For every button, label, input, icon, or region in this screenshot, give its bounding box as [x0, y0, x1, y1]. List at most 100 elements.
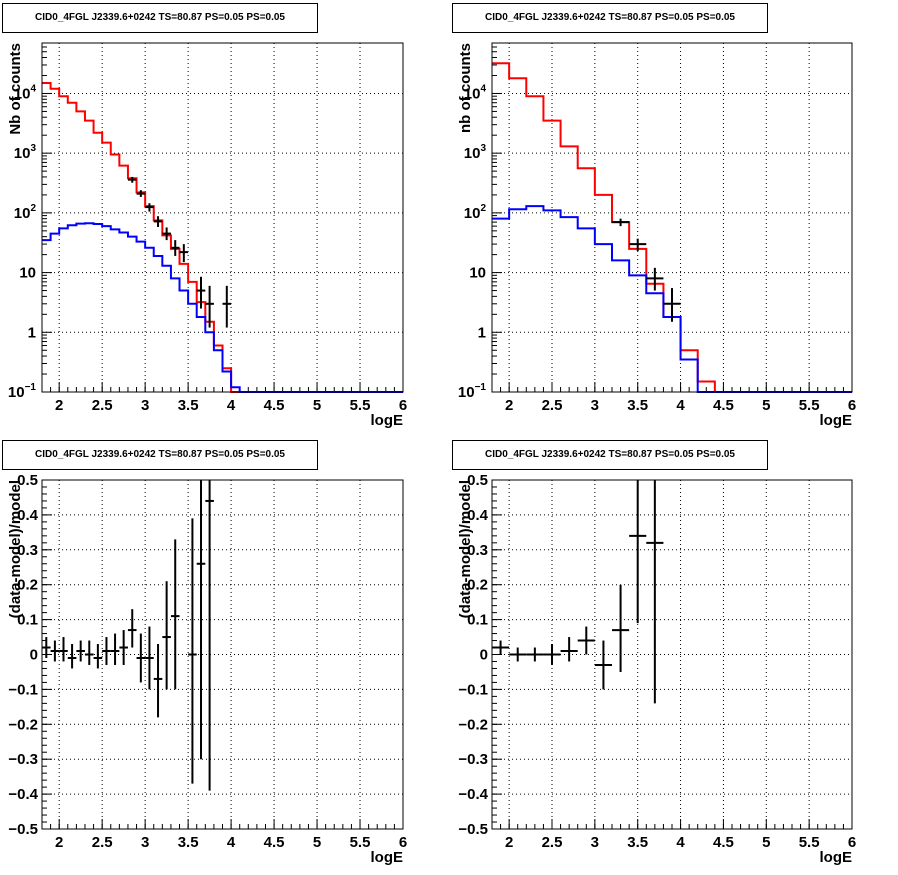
- x-tick-label: 3.5: [627, 834, 648, 851]
- data-point: [42, 637, 51, 658]
- y-axis-label: (data-model)/model: [7, 480, 24, 618]
- data-point: [153, 216, 163, 228]
- panel-4: 2 2.5 3 3.5 4 4.5 5 5.5 6 −0.5 −0.4 −0.3 −0.2 −0.1 0 0.…: [457, 472, 856, 866]
- data-point: [162, 227, 171, 241]
- data-point: [196, 480, 206, 760]
- x-axis-label: logE: [820, 412, 853, 429]
- y-tick-label: 0.2: [467, 577, 488, 594]
- data-point: [509, 647, 527, 662]
- x-tick-label: 3: [141, 834, 149, 851]
- x-tick-label: 5.5: [350, 834, 371, 851]
- y-tick-label: −0.3: [458, 751, 488, 768]
- data-point: [145, 626, 154, 690]
- x-tick-label: 4.5: [713, 397, 734, 414]
- x-tick-label: 6: [399, 834, 407, 851]
- y-axis-label: (data-model)/model: [457, 480, 474, 618]
- y-tick-label: 0.5: [17, 472, 38, 489]
- x-tick-label: 3: [141, 397, 149, 414]
- data-point: [59, 637, 68, 662]
- data-point: [76, 640, 85, 662]
- x-tick-label: 5: [313, 397, 321, 414]
- data-point: [612, 584, 630, 672]
- y-axis-label: nb of counts: [457, 43, 474, 133]
- y-tick-label: 103: [464, 143, 487, 162]
- y-tick-label: 0.4: [467, 507, 489, 524]
- data-point: [127, 609, 137, 648]
- data-point: [629, 480, 647, 624]
- plot-frame: [491, 42, 853, 393]
- data-point: [205, 285, 214, 328]
- y-tick-label: 0: [480, 647, 488, 664]
- x-tick-label: 2: [505, 834, 513, 851]
- data-point: [526, 647, 544, 662]
- y-tick-label: 102: [14, 203, 37, 222]
- data-point: [205, 480, 214, 791]
- data-point: [145, 203, 154, 212]
- x-tick-label: 2.5: [542, 834, 563, 851]
- x-tick-label: 5: [762, 397, 770, 414]
- data-point: [577, 626, 595, 655]
- y-tick-label: −0.5: [458, 821, 488, 838]
- y-tick-label: −0.5: [8, 821, 38, 838]
- x-tick-label: 3.5: [627, 397, 648, 414]
- x-tick-label: 2: [505, 397, 513, 414]
- data-point: [127, 176, 137, 183]
- x-tick-label: 5.5: [350, 397, 371, 414]
- panel-3: 2 2.5 3 3.5 4 4.5 5 5.5 6 −0.5 −0.4 −0.3 −0.2 −0.1 0 0.…: [7, 472, 407, 866]
- y-tick-label: 0.4: [17, 507, 39, 524]
- data-point: [119, 630, 128, 665]
- data-point: [67, 644, 77, 669]
- data-point: [110, 633, 120, 665]
- histogram-series-line: [42, 222, 403, 393]
- x-tick-label: 5.5: [799, 834, 820, 851]
- y-tick-label: 102: [464, 203, 487, 222]
- y-tick-label: −0.4: [458, 786, 488, 803]
- x-tick-label: 3.5: [178, 397, 199, 414]
- y-tick-label: 10−1: [8, 382, 37, 401]
- x-tick-label: 4.5: [713, 834, 734, 851]
- y-tick-label: −0.3: [8, 751, 38, 768]
- x-tick-label: 2: [55, 834, 63, 851]
- x-tick-label: 4.5: [264, 834, 285, 851]
- y-tick-label: 0.1: [17, 612, 38, 629]
- data-point: [50, 640, 60, 662]
- panel-1-title: CID0_4FGL J2339.6+0242 TS=80.87 PS=0.05 …: [2, 3, 318, 33]
- x-tick-label: 5: [313, 834, 321, 851]
- data-point: [492, 640, 510, 655]
- data-point: [170, 539, 180, 690]
- data-point: [594, 640, 612, 690]
- x-tick-label: 5.5: [799, 397, 820, 414]
- x-tick-label: 2.5: [92, 397, 113, 414]
- data-point: [612, 218, 630, 227]
- plot-frame: [491, 479, 853, 830]
- y-tick-label: 0.2: [17, 577, 38, 594]
- x-tick-label: 2.5: [92, 834, 113, 851]
- data-point: [136, 633, 146, 683]
- y-tick-label: 103: [14, 143, 37, 162]
- data-point: [102, 637, 111, 665]
- x-tick-label: 4: [676, 397, 685, 414]
- y-tick-label: 10: [469, 265, 486, 282]
- data-point: [162, 581, 171, 690]
- y-tick-label: 0.1: [467, 612, 488, 629]
- x-tick-label: 4.5: [264, 397, 285, 414]
- data-point: [93, 644, 103, 669]
- y-tick-label: −0.2: [458, 716, 488, 733]
- data-point: [136, 190, 146, 197]
- data-point: [663, 288, 681, 322]
- panel-3-title: CID0_4FGL J2339.6+0242 TS=80.87 PS=0.05 …: [2, 440, 318, 470]
- data-point: [560, 637, 578, 662]
- x-axis-label: logE: [371, 412, 404, 429]
- x-axis-label: logE: [820, 849, 853, 866]
- histogram-series-line: [492, 62, 852, 393]
- panel-2: 2 2.5 3 3.5 4 4.5 5 5.5 610−1110102103104logEnb …: [457, 42, 856, 429]
- data-point: [629, 238, 647, 251]
- data-point: [179, 244, 189, 263]
- data-point: [84, 640, 94, 665]
- y-axis-label: Nb of counts: [7, 43, 24, 135]
- y-tick-label: 0.3: [467, 542, 488, 559]
- x-tick-label: 2: [55, 397, 63, 414]
- x-tick-label: 4: [227, 834, 236, 851]
- y-tick-label: 1: [28, 324, 36, 341]
- histogram-series-line: [42, 81, 403, 393]
